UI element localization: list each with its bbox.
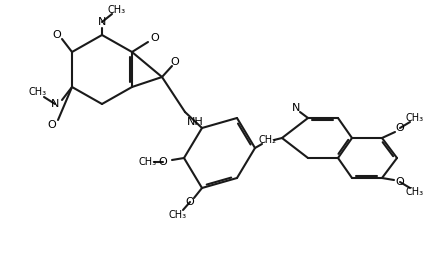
- Text: O: O: [170, 57, 179, 67]
- Text: CH₃: CH₃: [108, 5, 126, 15]
- Text: N: N: [98, 17, 106, 27]
- Text: O: O: [48, 120, 57, 130]
- Text: CH₃: CH₃: [139, 157, 157, 167]
- Text: CH₃: CH₃: [406, 113, 424, 123]
- Text: NH: NH: [187, 117, 204, 127]
- Text: O: O: [53, 30, 61, 40]
- Text: CH₃: CH₃: [169, 210, 187, 220]
- Text: O: O: [396, 177, 404, 187]
- Text: CH₃: CH₃: [29, 87, 47, 97]
- Text: O: O: [186, 197, 194, 207]
- Text: O: O: [150, 33, 159, 43]
- Text: CH₂: CH₂: [259, 135, 277, 145]
- Text: O: O: [159, 157, 167, 167]
- Text: N: N: [51, 99, 59, 109]
- Text: O: O: [396, 123, 404, 133]
- Text: CH₃: CH₃: [406, 187, 424, 197]
- Text: N: N: [292, 103, 300, 113]
